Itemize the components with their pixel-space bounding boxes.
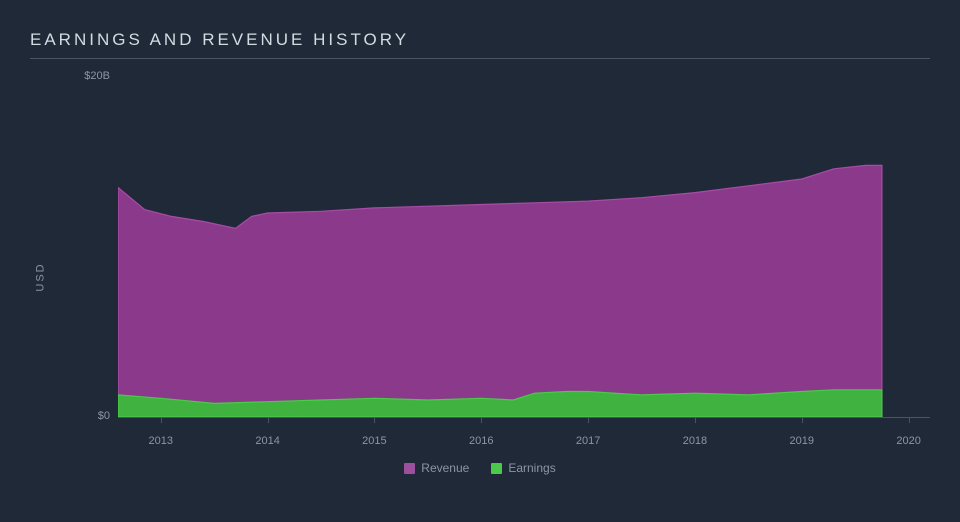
x-tick-mark (374, 417, 375, 423)
legend: Revenue Earnings (30, 461, 930, 475)
legend-item-revenue: Revenue (404, 461, 469, 475)
chart-container: USD RevenueEarnings $0$20B20132014201520… (30, 77, 930, 477)
x-tick-mark (588, 417, 589, 423)
x-tick-mark (695, 417, 696, 423)
area-series-revenue (118, 165, 882, 417)
x-tick-label: 2014 (255, 435, 279, 447)
legend-swatch (491, 463, 502, 474)
x-tick-label: 2015 (362, 435, 386, 447)
x-tick-mark (909, 417, 910, 423)
x-axis-line (118, 417, 930, 418)
legend-label: Revenue (421, 461, 469, 475)
x-tick-mark (268, 417, 269, 423)
x-tick-mark (802, 417, 803, 423)
x-tick-mark (161, 417, 162, 423)
x-tick-label: 2020 (896, 435, 920, 447)
x-tick-label: 2017 (576, 435, 600, 447)
legend-item-earnings: Earnings (491, 461, 555, 475)
x-tick-label: 2013 (148, 435, 172, 447)
x-tick-label: 2018 (683, 435, 707, 447)
x-tick-label: 2019 (790, 435, 814, 447)
x-tick-label: 2016 (469, 435, 493, 447)
y-axis-label: USD (35, 262, 47, 291)
area-chart-svg (118, 77, 930, 417)
legend-swatch (404, 463, 415, 474)
y-tick-label: $0 (65, 410, 110, 422)
plot-area (118, 77, 930, 417)
legend-label: Earnings (508, 461, 555, 475)
y-tick-label: $20B (65, 70, 110, 82)
chart-title: EARNINGS AND REVENUE HISTORY (30, 30, 930, 59)
x-tick-mark (481, 417, 482, 423)
